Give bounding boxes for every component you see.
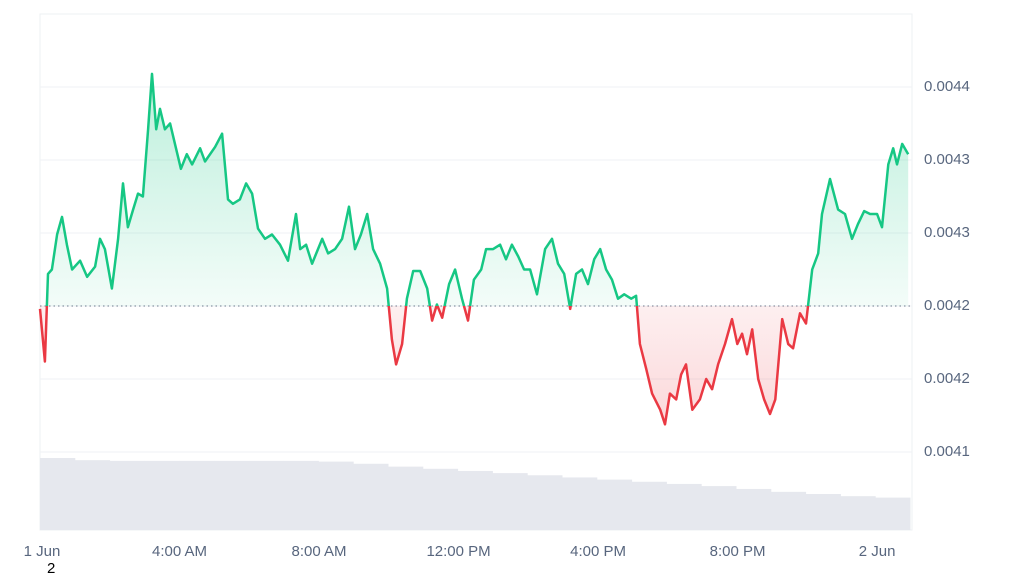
volume-bar (109, 460, 145, 530)
volume-bar (74, 460, 111, 530)
volume-bar (596, 479, 633, 530)
y-tick-label: 0.0042 (924, 297, 970, 314)
volume-bar (457, 470, 493, 530)
price-area (40, 73, 909, 425)
volume-bar (527, 475, 563, 530)
volume-bar (805, 494, 841, 530)
x-tick-label: 1 Jun (24, 543, 61, 560)
y-tick-label: 0.0043 (924, 224, 970, 241)
volume-bar (144, 460, 180, 530)
volume-bar (40, 458, 76, 530)
volume-bar (179, 460, 215, 530)
volume-bar (631, 481, 667, 530)
volume-bar (840, 496, 876, 530)
x-tick-label: 4:00 AM (152, 543, 207, 560)
volume-bar (770, 491, 807, 530)
price-line (38, 72, 910, 426)
volume-bar (283, 460, 319, 530)
volume-bar (875, 497, 911, 530)
volume-bar (736, 488, 772, 530)
volume-bar (214, 460, 250, 530)
footnote: 2 (47, 560, 55, 576)
volume-bar (492, 473, 528, 530)
volume-bar (562, 477, 598, 530)
y-tick-label: 0.0043 (924, 151, 970, 168)
volume-bar (353, 463, 389, 530)
x-tick-label: 12:00 PM (426, 543, 490, 560)
volume-bar (666, 483, 702, 530)
volume-bar (318, 461, 354, 530)
x-tick-label: 4:00 PM (570, 543, 626, 560)
volume-bar (701, 486, 737, 530)
volume-bar (248, 460, 285, 530)
y-tick-label: 0.0042 (924, 370, 970, 387)
y-tick-label: 0.0041 (924, 443, 970, 460)
x-tick-label: 2 Jun (859, 543, 896, 560)
volume-bar (388, 466, 424, 530)
y-tick-label: 0.0044 (924, 78, 970, 95)
x-tick-label: 8:00 PM (710, 543, 766, 560)
x-tick-label: 8:00 AM (292, 543, 347, 560)
volume-bar (422, 468, 459, 530)
